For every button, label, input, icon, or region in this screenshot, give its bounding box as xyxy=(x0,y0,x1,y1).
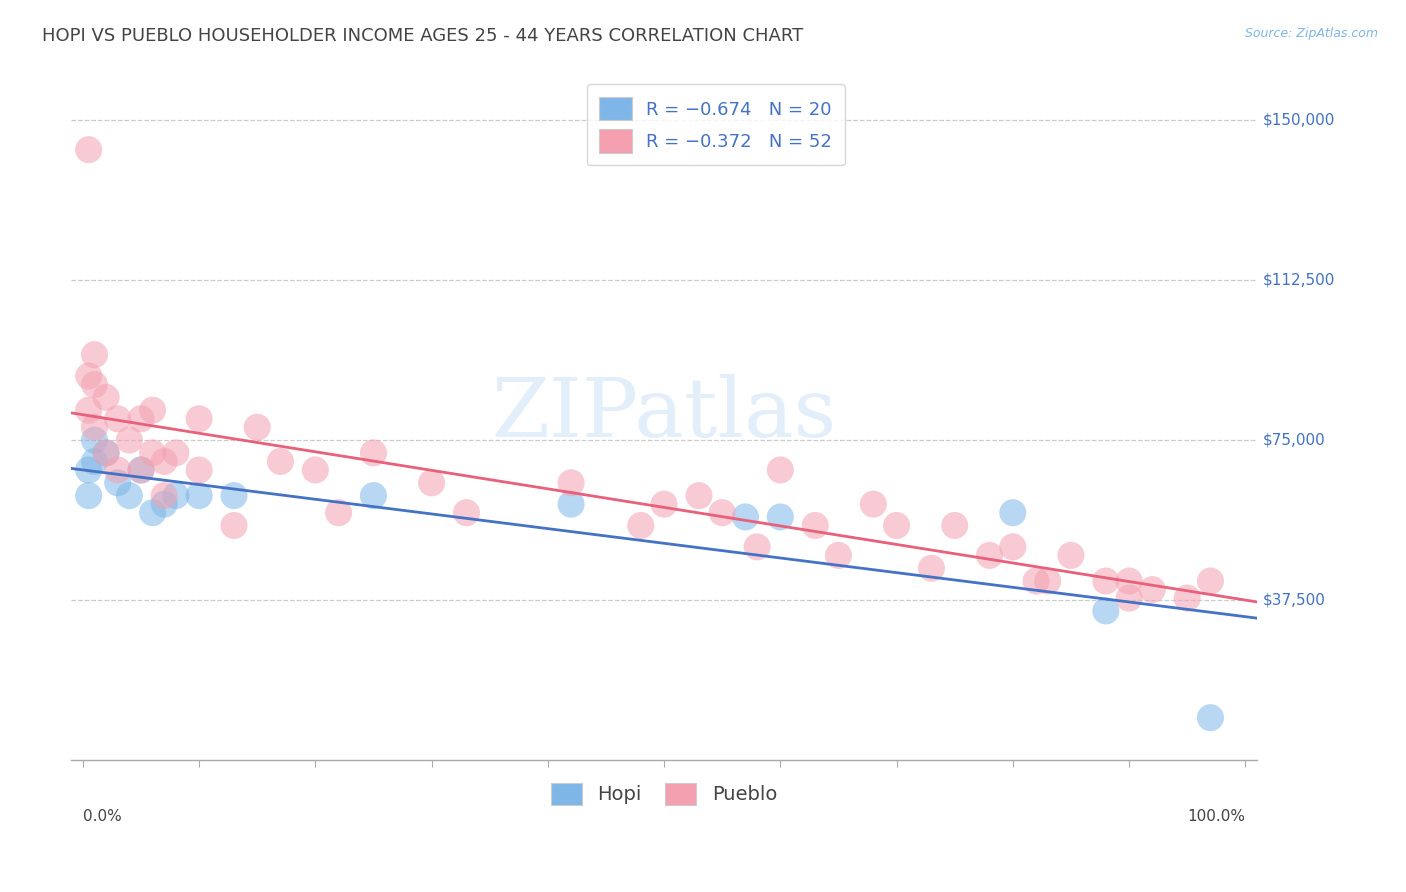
Text: Source: ZipAtlas.com: Source: ZipAtlas.com xyxy=(1244,27,1378,40)
Point xyxy=(920,561,942,575)
Point xyxy=(129,411,152,425)
Point xyxy=(77,143,100,157)
Point xyxy=(246,420,269,434)
Point xyxy=(83,420,105,434)
Text: HOPI VS PUEBLO HOUSEHOLDER INCOME AGES 25 - 44 YEARS CORRELATION CHART: HOPI VS PUEBLO HOUSEHOLDER INCOME AGES 2… xyxy=(42,27,803,45)
Point xyxy=(188,463,211,477)
Point xyxy=(943,518,966,533)
Point xyxy=(560,475,582,490)
Point xyxy=(363,446,385,460)
Point xyxy=(1036,574,1059,588)
Text: 0.0%: 0.0% xyxy=(83,809,121,824)
Point xyxy=(83,348,105,362)
Point xyxy=(83,454,105,468)
Point xyxy=(153,489,176,503)
Text: $75,000: $75,000 xyxy=(1263,433,1326,448)
Point xyxy=(304,463,326,477)
Point xyxy=(1118,574,1140,588)
Point xyxy=(711,506,734,520)
Point xyxy=(1094,604,1116,618)
Point xyxy=(328,506,350,520)
Point xyxy=(107,411,129,425)
Point xyxy=(1118,591,1140,606)
Point xyxy=(886,518,908,533)
Point xyxy=(688,489,710,503)
Text: $112,500: $112,500 xyxy=(1263,272,1336,287)
Point xyxy=(118,433,141,447)
Point xyxy=(1094,574,1116,588)
Point xyxy=(94,446,117,460)
Point xyxy=(77,463,100,477)
Point xyxy=(652,497,675,511)
Point xyxy=(1060,549,1083,563)
Point xyxy=(165,489,187,503)
Point xyxy=(188,489,211,503)
Point xyxy=(142,506,165,520)
Point xyxy=(107,475,129,490)
Point xyxy=(456,506,478,520)
Point xyxy=(745,540,768,554)
Point xyxy=(1199,574,1222,588)
Point xyxy=(827,549,849,563)
Point xyxy=(769,510,792,524)
Point xyxy=(153,454,176,468)
Legend: Hopi, Pueblo: Hopi, Pueblo xyxy=(543,775,785,813)
Point xyxy=(1001,506,1024,520)
Point xyxy=(94,390,117,404)
Point xyxy=(1025,574,1047,588)
Point xyxy=(363,489,385,503)
Point xyxy=(1001,540,1024,554)
Point xyxy=(77,369,100,384)
Point xyxy=(630,518,652,533)
Point xyxy=(862,497,884,511)
Point xyxy=(118,489,141,503)
Point xyxy=(420,475,443,490)
Point xyxy=(153,497,176,511)
Point xyxy=(142,446,165,460)
Point xyxy=(734,510,756,524)
Text: $37,500: $37,500 xyxy=(1263,593,1326,607)
Point xyxy=(222,518,245,533)
Point xyxy=(107,463,129,477)
Point xyxy=(142,403,165,417)
Point xyxy=(165,446,187,460)
Point xyxy=(94,446,117,460)
Text: $150,000: $150,000 xyxy=(1263,112,1336,128)
Point xyxy=(1199,711,1222,725)
Point xyxy=(269,454,291,468)
Point xyxy=(83,433,105,447)
Point xyxy=(560,497,582,511)
Point xyxy=(129,463,152,477)
Point xyxy=(769,463,792,477)
Point xyxy=(979,549,1001,563)
Point xyxy=(77,403,100,417)
Point xyxy=(129,463,152,477)
Text: 100.0%: 100.0% xyxy=(1187,809,1246,824)
Point xyxy=(804,518,827,533)
Point xyxy=(1142,582,1164,597)
Point xyxy=(77,489,100,503)
Point xyxy=(188,411,211,425)
Point xyxy=(1175,591,1198,606)
Point xyxy=(222,489,245,503)
Text: ZIPatlas: ZIPatlas xyxy=(492,375,837,454)
Point xyxy=(83,377,105,392)
